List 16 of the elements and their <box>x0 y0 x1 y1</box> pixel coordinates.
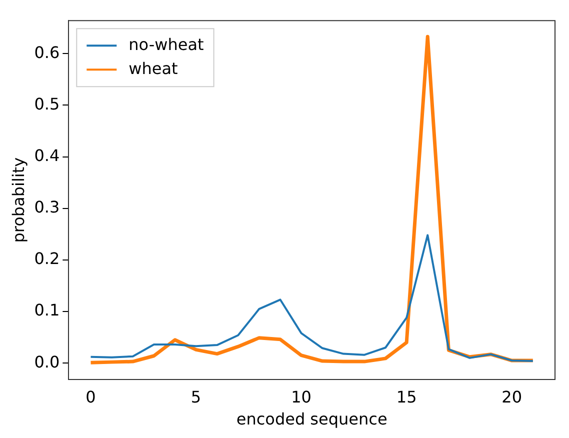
x-tick-label: 10 <box>291 387 312 406</box>
x-tick-label: 20 <box>502 387 522 406</box>
y-tick-label: 0.0 <box>34 352 60 372</box>
x-tick-label: 5 <box>190 387 202 406</box>
x-tick-label: 15 <box>396 387 417 406</box>
y-tick-label: 0.5 <box>34 94 60 114</box>
x-tick-label: 0 <box>86 387 96 406</box>
y-tick-label: 0.2 <box>34 249 60 268</box>
y-tick-label: 0.1 <box>34 300 60 320</box>
y-axis-title: probability <box>8 157 28 243</box>
legend-label: wheat <box>128 58 178 78</box>
y-tick-label: 0.4 <box>34 146 60 165</box>
legend-label: no-wheat <box>128 34 204 54</box>
x-axis-title: encoded sequence <box>236 410 388 429</box>
y-tick-label: 0.6 <box>34 42 60 62</box>
y-tick-label: 0.3 <box>34 198 60 217</box>
